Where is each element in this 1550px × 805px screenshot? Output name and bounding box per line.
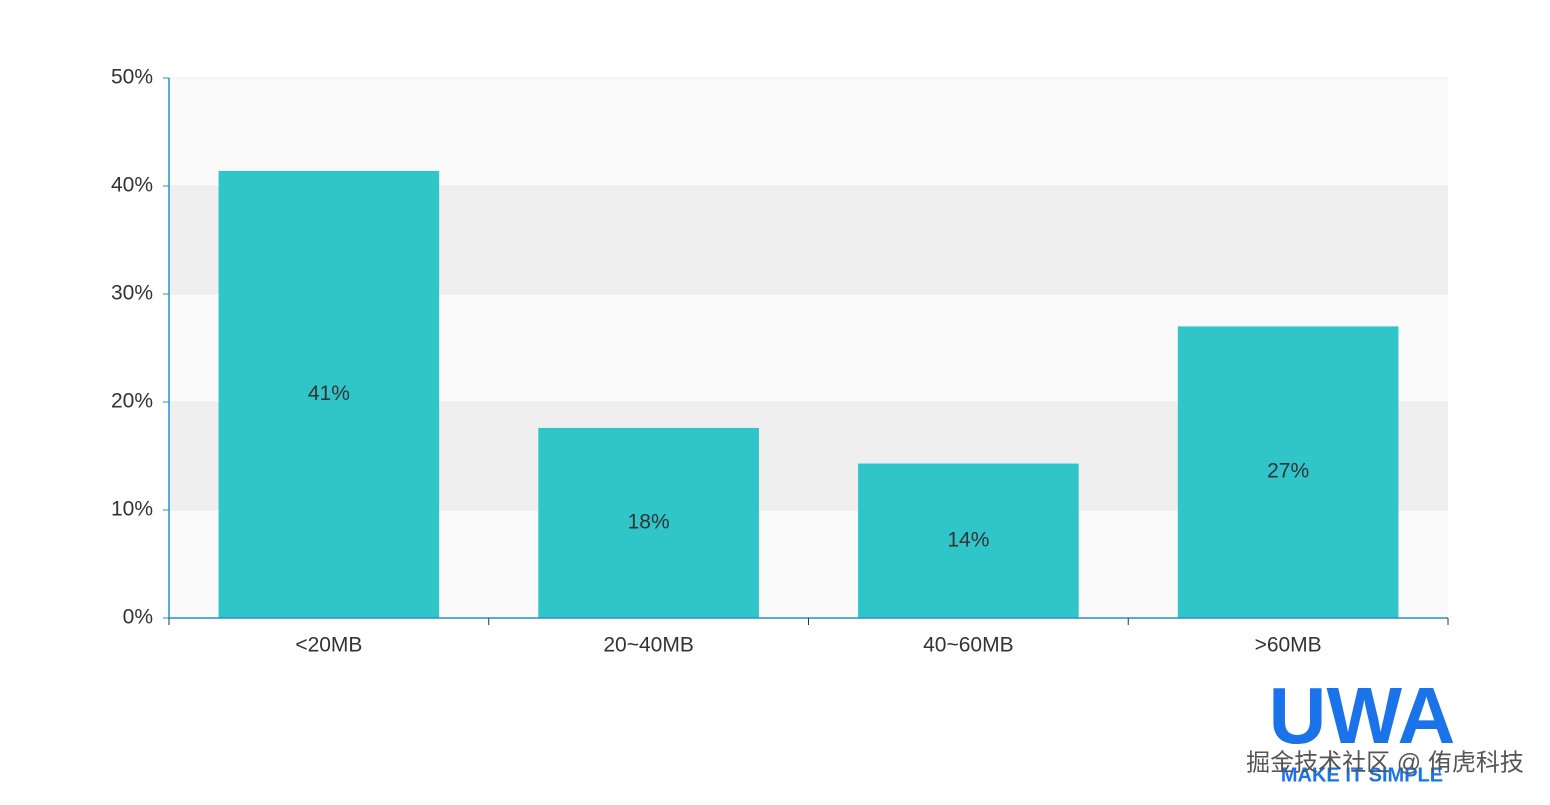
- x-tick-label: <20MB: [295, 634, 362, 657]
- bar: [1177, 326, 1399, 618]
- value-label: 27%: [1267, 460, 1309, 483]
- value-label: 18%: [628, 511, 670, 534]
- bar: [538, 427, 759, 618]
- watermark-credit: 掘金技术社区 @ 侑虎科技: [1246, 749, 1524, 776]
- watermark-tagline: MAKE IT SIMPLE: [1281, 764, 1443, 786]
- y-tick-label: 20%: [111, 390, 153, 413]
- y-tick-label: 0%: [123, 606, 153, 629]
- x-tick-label: 40~60MB: [923, 634, 1013, 657]
- grid-band: [169, 78, 1448, 186]
- x-tick-label: 20~40MB: [603, 634, 693, 657]
- y-tick-label: 50%: [111, 66, 153, 89]
- y-tick-label: 10%: [111, 498, 153, 521]
- x-tick-label: >60MB: [1255, 634, 1322, 657]
- value-label: 14%: [947, 528, 989, 551]
- bar: [218, 170, 440, 618]
- y-tick-label: 30%: [111, 282, 153, 305]
- bar: [858, 463, 1079, 618]
- value-label: 41%: [308, 382, 350, 405]
- watermark-logo: UWA: [1269, 671, 1456, 760]
- y-tick-label: 40%: [111, 174, 153, 197]
